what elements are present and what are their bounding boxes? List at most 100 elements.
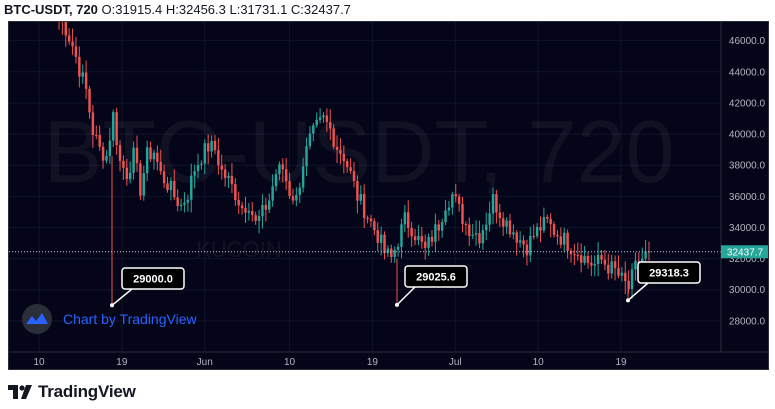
candle-body xyxy=(624,272,627,281)
candle xyxy=(322,112,325,123)
candle xyxy=(407,200,410,238)
candle xyxy=(362,184,366,229)
candle xyxy=(58,22,60,30)
candle xyxy=(596,242,600,277)
candle xyxy=(186,194,190,212)
candle-body xyxy=(64,22,68,36)
candle xyxy=(423,234,427,260)
candle xyxy=(379,226,383,256)
candle xyxy=(196,153,200,178)
candle xyxy=(576,242,580,261)
candle-body xyxy=(339,149,342,154)
candle xyxy=(481,224,485,250)
candle-body xyxy=(139,163,142,196)
candle-body xyxy=(200,163,203,165)
candle xyxy=(332,124,335,150)
candle xyxy=(135,135,139,172)
candle xyxy=(230,163,234,194)
candle xyxy=(569,248,573,263)
candle-body xyxy=(532,235,535,237)
candle-body xyxy=(98,135,101,147)
candle-body xyxy=(271,186,274,201)
x-tick-label: 10 xyxy=(33,357,45,368)
y-tick-label: 38000.0 xyxy=(729,161,766,172)
candle xyxy=(115,107,118,155)
candle xyxy=(74,36,78,64)
candle xyxy=(461,196,464,233)
candle-body xyxy=(284,169,288,182)
candle-body xyxy=(308,133,312,147)
candle xyxy=(369,214,373,228)
candle-body xyxy=(383,234,386,254)
candle xyxy=(342,145,346,174)
candle-body xyxy=(105,155,108,161)
x-tick-label: 10 xyxy=(533,357,545,368)
x-tick-label: Jul xyxy=(449,357,462,368)
candle xyxy=(220,154,223,180)
candle-body xyxy=(156,152,159,162)
candle xyxy=(518,231,522,248)
candle-body xyxy=(407,212,410,228)
candle-body xyxy=(298,187,301,195)
candle xyxy=(403,204,407,233)
candle xyxy=(244,196,247,223)
price-annotation[interactable]: 29025.6 xyxy=(395,265,468,307)
price-annotations: 29000.0 29025.6 29318.3 xyxy=(110,261,701,308)
candle xyxy=(590,255,593,277)
candle-body xyxy=(230,175,234,185)
tradingview-attribution[interactable]: Chart by TradingView xyxy=(22,304,197,334)
candle xyxy=(393,246,396,263)
candle xyxy=(468,217,471,246)
candle xyxy=(78,46,81,88)
candle-body xyxy=(240,205,244,209)
candlestick-chart[interactable]: BTC-USDT, 720 KUCOIN 29000.0 29025.6 29318… xyxy=(9,22,769,370)
x-tick-label: 19 xyxy=(367,357,379,368)
price-scale[interactable] xyxy=(721,22,769,352)
y-tick-label: 32000.0 xyxy=(729,254,766,265)
candle xyxy=(173,169,176,201)
candle xyxy=(179,198,183,211)
candle-body xyxy=(539,226,542,231)
candle-body xyxy=(546,217,549,219)
candle xyxy=(152,149,156,170)
candle-body xyxy=(206,143,210,152)
candle-body xyxy=(176,197,179,207)
candle xyxy=(552,221,556,238)
candle-body xyxy=(596,254,600,265)
candle-body xyxy=(559,236,563,245)
tradingview-logo-mark xyxy=(26,313,48,324)
candle xyxy=(624,261,627,295)
candle xyxy=(257,209,261,234)
candle-body xyxy=(254,215,257,221)
candle xyxy=(329,109,332,141)
candle xyxy=(559,227,563,249)
symbol-label: BTC-USDT, 720 xyxy=(4,2,98,17)
x-tick-label: 10 xyxy=(284,357,296,368)
y-tick-label: 28000.0 xyxy=(729,316,766,327)
candle-body xyxy=(417,236,420,241)
candle-body xyxy=(352,171,356,182)
candle-body xyxy=(349,167,352,172)
candle xyxy=(339,138,342,165)
x-tick-label: 19 xyxy=(615,357,627,368)
candle xyxy=(105,150,108,164)
price-annotation[interactable]: 29318.3 xyxy=(626,261,701,303)
y-tick-label: 44000.0 xyxy=(729,67,766,78)
candle-body xyxy=(447,207,451,211)
candle xyxy=(261,194,264,229)
x-axis: 10 19 Jun 10 19 Jul 10 19 xyxy=(33,357,627,368)
candle-body xyxy=(505,220,508,227)
candle xyxy=(108,127,112,164)
candle-body xyxy=(295,194,298,201)
candle xyxy=(203,139,207,174)
attribution-text[interactable]: Chart by TradingView xyxy=(63,311,197,327)
candle xyxy=(264,197,268,222)
y-tick-label: 30000.0 xyxy=(729,285,766,296)
price-annotation[interactable]: 29000.0 xyxy=(110,267,185,308)
candle xyxy=(84,60,88,100)
candle xyxy=(501,212,505,236)
candle-body xyxy=(495,194,498,213)
candle-body xyxy=(101,146,105,161)
candle xyxy=(620,267,624,282)
chart-panel[interactable]: BTC-USDT, 720 KUCOIN 29000.0 29025.6 29318… xyxy=(8,21,769,370)
